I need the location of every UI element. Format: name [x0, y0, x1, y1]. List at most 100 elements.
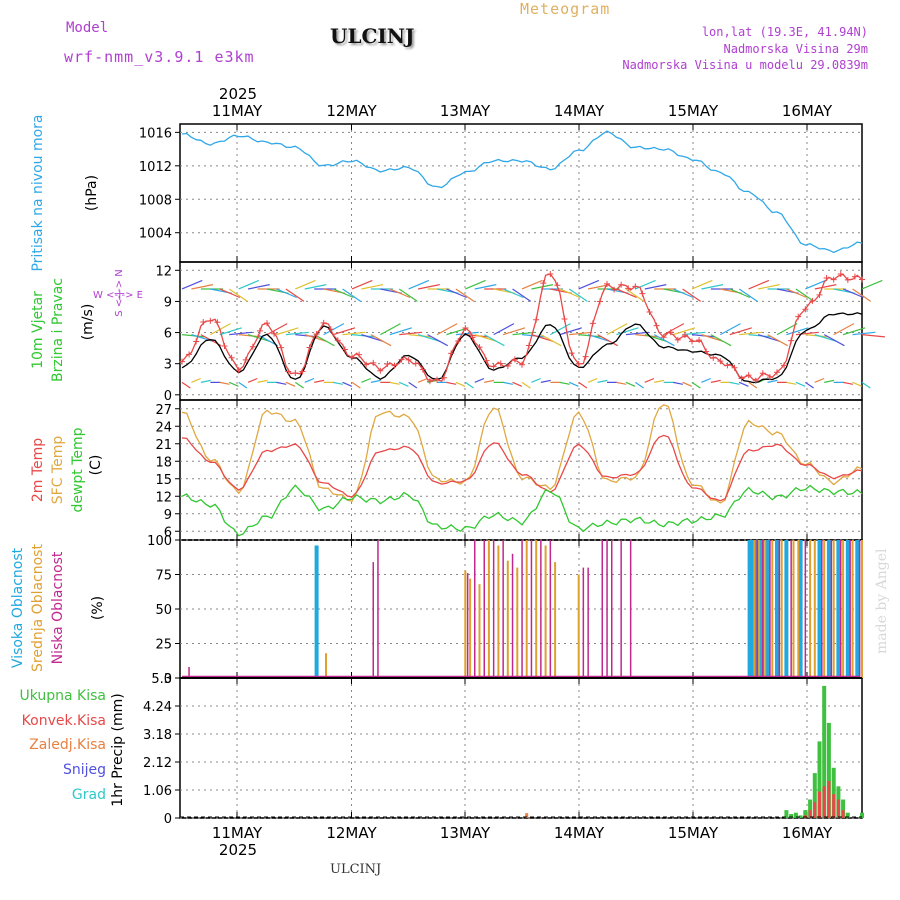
cloud-bar: [858, 540, 861, 678]
wind-barb: [606, 323, 628, 336]
wind-barb: [691, 381, 701, 389]
wind-barb: [408, 279, 430, 290]
precip-bar: [793, 812, 798, 818]
cloud-bar: [813, 540, 816, 678]
wind-barb: [295, 279, 316, 290]
gust-marker: [674, 336, 681, 343]
wind-barb: [795, 381, 806, 387]
gust-marker: [667, 329, 674, 336]
wind-barb: [370, 379, 381, 383]
wind-barb: [342, 288, 362, 302]
cloud-bar: [756, 540, 758, 678]
gust-marker: [242, 356, 249, 363]
y-tick-label: 24: [155, 420, 172, 435]
wind-barb: [672, 381, 684, 385]
y-tick-label: 15: [155, 473, 172, 488]
top-year-label: 2025: [219, 85, 257, 103]
gust-marker: [193, 338, 200, 345]
wind-barb: [559, 381, 570, 385]
meteogram-title: Meteogram: [520, 0, 611, 18]
cloud-bar: [502, 540, 504, 678]
cloud-bar: [511, 553, 514, 678]
wind-barb-row: [181, 279, 883, 302]
wind-barb: [446, 381, 457, 385]
gust-marker: [285, 368, 292, 375]
cloud-bar: [540, 540, 542, 678]
wind-barb: [663, 323, 685, 336]
cloud-bar: [851, 540, 854, 678]
cloud-bar: [753, 540, 758, 678]
gust-marker: [554, 282, 561, 289]
gust-marker: [519, 361, 525, 368]
gust-marker: [235, 367, 242, 374]
cloud-bar: [753, 540, 756, 678]
cloud-bar: [809, 540, 812, 678]
y-tick-label: 1012: [139, 160, 172, 175]
panel-frame: [179, 677, 863, 819]
y-tick-label: 100: [147, 534, 172, 549]
wind-barb: [417, 334, 441, 342]
wind-barb: [842, 288, 864, 299]
wind-speed-line: [181, 312, 863, 384]
cloud-bar: [775, 540, 779, 678]
y-tick-label: 21: [155, 438, 172, 453]
cloud-bar: [769, 540, 771, 678]
precip-bar: [836, 799, 840, 818]
gust-marker: [844, 276, 851, 283]
wind-barb: [786, 327, 809, 336]
wind-barb: [455, 381, 466, 387]
gust-marker: [434, 376, 440, 383]
gust-marker: [278, 344, 285, 351]
wind-barb: [682, 331, 706, 336]
pressure-line: [181, 130, 863, 254]
cloud-bar: [372, 562, 374, 678]
footer-station: ULCINJ: [330, 862, 382, 877]
wind-barb: [729, 381, 740, 385]
cloud-bar: [861, 540, 863, 678]
wind-barb: [587, 334, 611, 342]
panel-pressure: 1004 1008 1012 1016: [139, 123, 863, 263]
pressure-unit: (hPa): [84, 175, 100, 211]
gust-marker: [221, 342, 228, 349]
gust-marker: [561, 315, 568, 322]
wind-barb: [644, 377, 655, 383]
wind-barb: [738, 288, 758, 302]
wind-barb: [257, 334, 278, 347]
wind-barb: [795, 331, 819, 336]
wind-barb: [493, 323, 515, 336]
gust-marker: [802, 306, 809, 313]
wind-barb: [540, 379, 551, 383]
gust-marker: [462, 325, 469, 332]
y-tick-label: 18: [155, 455, 172, 470]
cloud-bar: [554, 562, 557, 678]
wind-barb: [701, 284, 724, 290]
wind-barb: [805, 279, 826, 290]
wind-barb: [861, 381, 871, 389]
cloud-bar: [620, 540, 622, 678]
precip-bar: [817, 741, 822, 818]
top-date-label: 15MAY: [668, 102, 719, 120]
precip-legend-2: Zaledj.Kisa: [29, 737, 106, 753]
precip-bar: [818, 791, 821, 818]
gust-marker: [809, 297, 816, 304]
wind-barb: [597, 334, 618, 347]
gust-marker: [249, 343, 256, 350]
wind-barb: [852, 331, 876, 336]
wind-barb: [502, 327, 526, 336]
cloud-bar: [780, 540, 783, 678]
wind-barb: [729, 288, 751, 299]
gust-marker: [292, 370, 299, 377]
gust-marker: [483, 357, 490, 364]
gust-marker: [271, 330, 278, 337]
wind-barb: [757, 334, 781, 342]
wind-compass-h: W <-|-> E: [93, 290, 143, 301]
wind-barb: [247, 377, 258, 383]
wind-barb: [738, 381, 749, 387]
model-elevation-info: Nadmorska Visina u modelu 29.0839m: [622, 58, 868, 72]
wind-barb: [616, 288, 637, 299]
precip-bar: [831, 767, 836, 818]
cloud-bar: [611, 540, 613, 678]
wind-barb: [313, 334, 335, 347]
precip-bar: [841, 799, 846, 818]
